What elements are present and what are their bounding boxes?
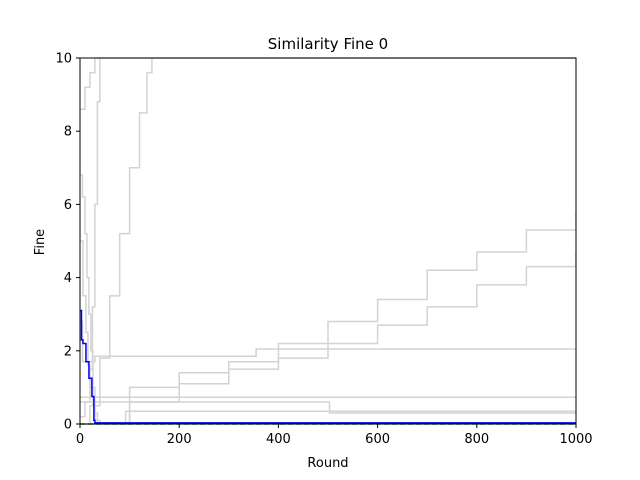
x-tick-label: 1000 (559, 432, 592, 447)
y-tick-label: 10 (55, 52, 72, 67)
x-tick-label: 400 (266, 432, 291, 447)
y-tick-label: 6 (64, 198, 72, 213)
axes-layer: 0 200 400 600 800 1000 0 2 4 6 8 10 (55, 52, 592, 448)
background-series-line-2 (80, 174, 99, 424)
background-series-line-5 (80, 57, 576, 425)
background-series-line-7 (80, 251, 576, 425)
chart-title: Similarity Fine 0 (268, 35, 388, 53)
y-tick-label: 8 (64, 125, 72, 140)
highlight-series-line (80, 309, 576, 424)
x-tick-label: 800 (464, 432, 489, 447)
x-tick-label: 200 (167, 432, 192, 447)
x-tick-label: 600 (365, 432, 390, 447)
background-series-line-10 (80, 401, 576, 414)
background-series-line-1 (80, 57, 100, 110)
y-axis-label: Fine (33, 229, 48, 255)
y-tick-label: 0 (64, 418, 72, 433)
x-tick-label: 0 (76, 432, 84, 447)
x-axis-label: Round (307, 456, 348, 471)
y-tick-label: 2 (64, 344, 72, 359)
plot-frame (79, 57, 577, 425)
y-tick-label: 4 (64, 271, 72, 286)
background-series-line-6 (80, 211, 576, 425)
